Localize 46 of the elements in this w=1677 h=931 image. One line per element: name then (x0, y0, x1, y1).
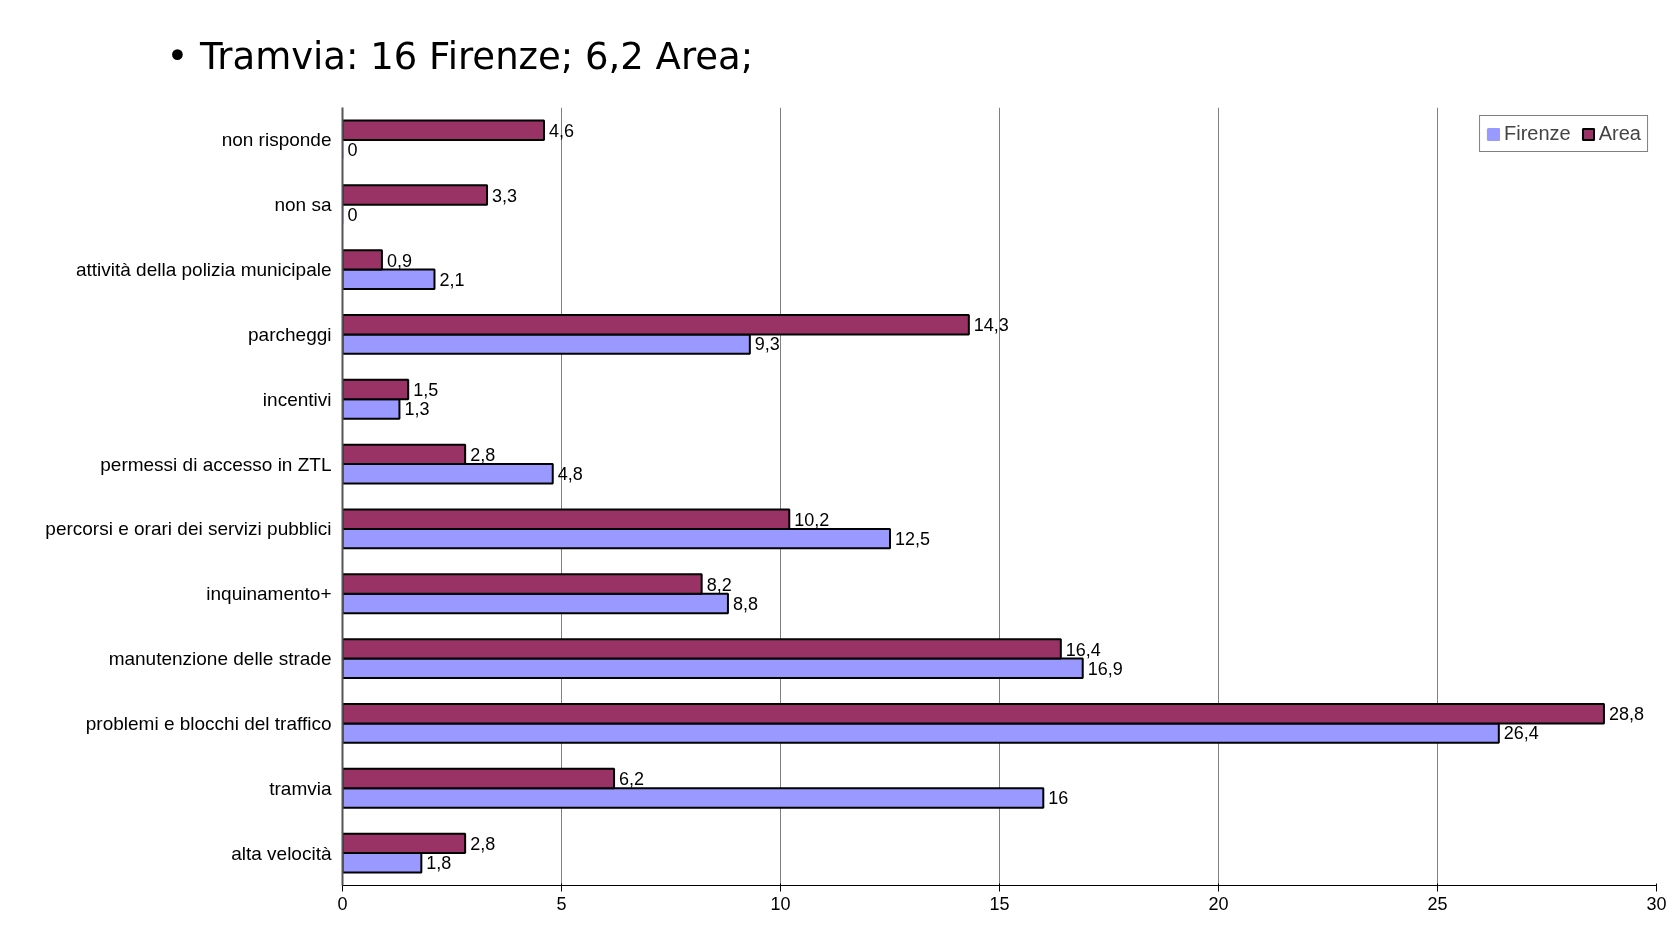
legend-label: Firenze (1504, 122, 1571, 145)
y-tick-label: inquinamento+ (206, 583, 332, 605)
y-tick-label: tramvia (269, 777, 332, 799)
data-label: 26,4 (1503, 723, 1539, 744)
data-label: 2,1 (439, 269, 465, 290)
data-label: 8,8 (732, 593, 758, 614)
data-label: 16,9 (1087, 658, 1123, 679)
y-tick-label: incentivi (262, 388, 332, 410)
y-tick-label: attività della polizia municipale (75, 259, 332, 281)
data-label: 14,3 (973, 315, 1009, 336)
data-label: 12,5 (895, 528, 931, 549)
data-label: 0,9 (386, 250, 412, 271)
data-label: 28,8 (1608, 704, 1644, 725)
y-tick-label: parcheggi (248, 323, 332, 345)
data-label: 6,2 (619, 769, 645, 790)
data-label: 0 (347, 139, 358, 160)
x-tick-label: 20 (1208, 893, 1229, 914)
y-tick-label: manutenzione delle strade (108, 648, 332, 670)
y-tick-label: percorsi e orari dei servizi pubblici (45, 518, 332, 540)
data-label: 4,8 (557, 464, 583, 485)
y-tick-label: non sa (274, 194, 332, 216)
data-label: 2,8 (470, 445, 496, 466)
x-tick-label: 15 (989, 893, 1010, 914)
data-label: 9,3 (754, 334, 780, 355)
x-tick-label: 10 (770, 893, 791, 914)
x-tick-label: 25 (1427, 893, 1448, 914)
legend-label: Area (1598, 122, 1641, 145)
data-label: 16,4 (1065, 639, 1101, 660)
data-label: 8,2 (706, 574, 732, 595)
y-tick-label: permessi di accesso in ZTL (100, 453, 332, 475)
data-label: 1,5 (413, 380, 439, 401)
data-label: 16 (1048, 788, 1069, 809)
data-label: 2,8 (470, 834, 496, 855)
x-tick-label: 5 (556, 893, 567, 914)
data-label: 0 (347, 204, 358, 225)
data-label: 1,8 (426, 853, 452, 874)
y-tick-label: non risponde (221, 129, 332, 151)
data-label: 1,3 (404, 399, 430, 420)
y-tick-label: problemi e blocchi del traffico (85, 712, 332, 734)
chart-title: • Tramvia: 16 Firenze; 6,2 Area; (166, 34, 754, 78)
data-label: 10,2 (794, 509, 830, 530)
data-label: 3,3 (492, 185, 518, 206)
data-label: 4,6 (548, 120, 575, 141)
x-tick-label: 0 (337, 893, 348, 914)
x-tick-label: 30 (1646, 893, 1667, 914)
y-tick-label: alta velocità (231, 842, 332, 864)
